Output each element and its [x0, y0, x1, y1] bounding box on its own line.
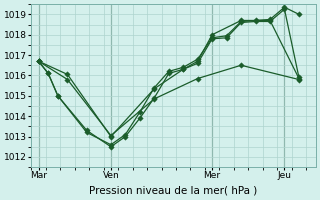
X-axis label: Pression niveau de la mer( hPa ): Pression niveau de la mer( hPa ) [90, 186, 258, 196]
